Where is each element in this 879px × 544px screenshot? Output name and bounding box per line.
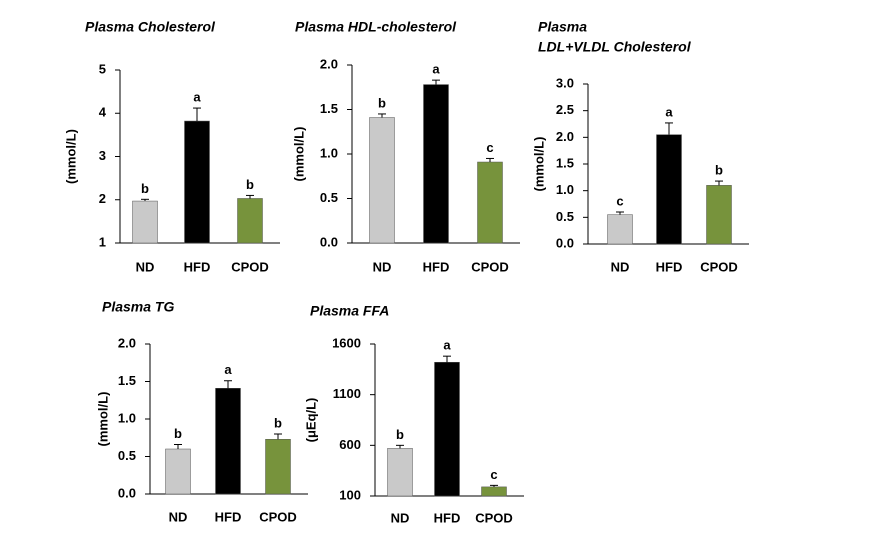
y-tick-label: 0.5 <box>320 190 338 205</box>
significance-letter: a <box>443 338 451 353</box>
y-tick-label: 2.5 <box>556 102 574 117</box>
significance-letter: c <box>616 193 623 208</box>
y-tick-label: 2 <box>99 191 106 206</box>
bar <box>607 214 633 245</box>
x-tick-label: HFD <box>215 509 242 524</box>
bar <box>477 161 503 244</box>
significance-letter: a <box>193 89 201 104</box>
significance-letter: b <box>141 181 149 196</box>
y-tick-label: 0.0 <box>556 235 574 250</box>
y-tick-label: 1600 <box>332 335 361 350</box>
x-tick-label: ND <box>169 509 188 524</box>
bar <box>481 486 507 497</box>
x-tick-label: ND <box>611 259 630 274</box>
chart-title: Plasma HDL-cholesterol <box>295 19 457 35</box>
x-tick-label: HFD <box>423 259 450 274</box>
bar <box>656 134 682 245</box>
significance-letter: c <box>490 467 497 482</box>
y-tick-label: 3.0 <box>556 75 574 90</box>
bar <box>237 198 263 244</box>
significance-letter: b <box>246 177 254 192</box>
significance-letter: a <box>665 104 673 119</box>
y-tick-label: 100 <box>339 487 361 502</box>
x-tick-label: ND <box>373 259 392 274</box>
chart-title: Plasma FFA <box>310 303 389 319</box>
chart-title: Plasma Cholesterol <box>85 19 216 35</box>
y-tick-label: 1.0 <box>118 410 136 425</box>
y-axis-label: (mmol/L) <box>95 392 110 447</box>
bar <box>706 185 732 245</box>
y-tick-label: 2.0 <box>320 56 338 71</box>
bar <box>369 117 395 244</box>
x-tick-label: HFD <box>434 510 461 525</box>
significance-letter: b <box>174 426 182 441</box>
bar <box>215 388 241 495</box>
x-tick-label: HFD <box>184 259 211 274</box>
y-tick-label: 4 <box>99 105 107 120</box>
significance-letter: b <box>378 95 386 110</box>
significance-letter: b <box>715 163 723 178</box>
chart-title: Plasma <box>538 19 587 35</box>
y-tick-label: 0.0 <box>118 485 136 500</box>
y-tick-label: 0.0 <box>320 234 338 249</box>
bar <box>387 448 413 497</box>
bar <box>184 120 210 244</box>
y-tick-label: 0.5 <box>556 209 574 224</box>
x-tick-label: CPOD <box>700 259 738 274</box>
significance-letter: a <box>224 362 232 377</box>
bar <box>265 439 291 495</box>
y-axis-label: (mmol/L) <box>63 129 78 184</box>
y-tick-label: 0.5 <box>118 448 136 463</box>
y-tick-label: 2.0 <box>118 335 136 350</box>
bar <box>165 448 191 495</box>
x-tick-label: CPOD <box>471 259 509 274</box>
y-axis-label: (mmol/L) <box>531 137 546 192</box>
x-tick-label: CPOD <box>259 509 297 524</box>
y-tick-label: 1.5 <box>320 101 338 116</box>
y-tick-label: 1 <box>99 234 106 249</box>
bar <box>434 361 460 497</box>
y-axis-label: (mmol/L) <box>291 127 306 182</box>
y-tick-label: 1.0 <box>556 182 574 197</box>
x-tick-label: CPOD <box>231 259 269 274</box>
y-tick-label: 1.5 <box>118 373 136 388</box>
y-tick-label: 1.5 <box>556 155 574 170</box>
chart-title: Plasma TG <box>102 299 174 315</box>
y-tick-label: 1100 <box>333 386 361 401</box>
chart-title: LDL+VLDL Cholesterol <box>538 39 692 55</box>
bar <box>132 200 158 244</box>
y-tick-label: 3 <box>99 148 106 163</box>
y-tick-label: 2.0 <box>556 129 574 144</box>
x-tick-label: HFD <box>656 259 683 274</box>
significance-letter: b <box>396 427 404 442</box>
significance-letter: b <box>274 415 282 430</box>
y-tick-label: 5 <box>99 61 106 76</box>
x-tick-label: CPOD <box>475 510 513 525</box>
y-tick-label: 600 <box>339 437 361 452</box>
y-tick-label: 1.0 <box>320 145 338 160</box>
bar <box>423 84 449 244</box>
x-tick-label: ND <box>136 259 155 274</box>
significance-letter: c <box>486 140 493 155</box>
significance-letter: a <box>432 62 440 77</box>
x-tick-label: ND <box>391 510 410 525</box>
y-axis-label: (μEq/L) <box>303 398 318 443</box>
